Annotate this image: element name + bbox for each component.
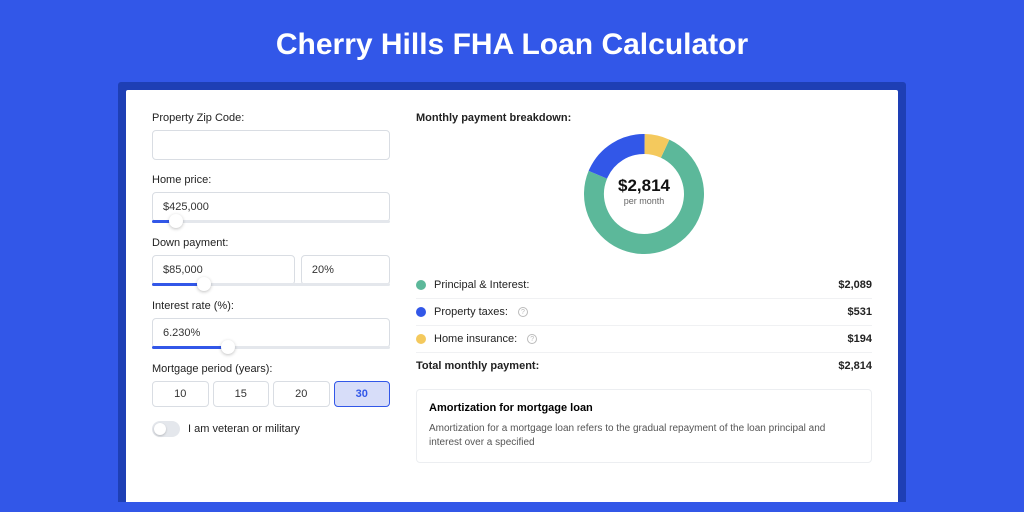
slider-thumb-down-payment[interactable]	[197, 277, 211, 291]
field-interest: Interest rate (%):	[152, 300, 390, 349]
legend-value-ins: $194	[848, 333, 872, 345]
field-veteran: I am veteran or military	[152, 421, 390, 437]
label-home-price: Home price:	[152, 174, 390, 186]
label-zip: Property Zip Code:	[152, 112, 390, 124]
legend-value-tax: $531	[848, 306, 872, 318]
legend: Principal & Interest: $2,089 Property taxe…	[416, 272, 872, 352]
field-down-payment: Down payment:	[152, 237, 390, 286]
donut-chart: $2,814 per month	[416, 134, 872, 254]
legend-dot-pi	[416, 280, 426, 290]
slider-thumb-home-price[interactable]	[169, 214, 183, 228]
field-period: Mortgage period (years): 10152030	[152, 363, 390, 407]
label-period: Mortgage period (years):	[152, 363, 390, 375]
slider-thumb-interest[interactable]	[221, 340, 235, 354]
period-options: 10152030	[152, 381, 390, 407]
label-down-payment: Down payment:	[152, 237, 390, 249]
period-option-30[interactable]: 30	[334, 381, 391, 407]
legend-row-tax: Property taxes:? $531	[416, 298, 872, 325]
legend-value-pi: $2,089	[838, 279, 872, 291]
label-interest: Interest rate (%):	[152, 300, 390, 312]
donut-sub: per month	[609, 196, 679, 206]
field-zip: Property Zip Code:	[152, 112, 390, 160]
period-option-10[interactable]: 10	[152, 381, 209, 407]
period-option-20[interactable]: 20	[273, 381, 330, 407]
slider-down-payment[interactable]	[152, 283, 390, 286]
calculator-frame: Property Zip Code: Home price: Down paym…	[118, 82, 906, 502]
field-home-price: Home price:	[152, 174, 390, 223]
input-interest[interactable]	[152, 318, 390, 348]
donut-amount: $2,814	[609, 176, 679, 196]
breakdown-title: Monthly payment breakdown:	[416, 112, 872, 124]
toggle-veteran[interactable]	[152, 421, 180, 437]
legend-label-pi: Principal & Interest:	[434, 279, 529, 291]
legend-label-tax: Property taxes:	[434, 306, 508, 318]
amortization-box: Amortization for mortgage loan Amortizat…	[416, 389, 872, 463]
inputs-column: Property Zip Code: Home price: Down paym…	[152, 112, 390, 502]
input-zip[interactable]	[152, 130, 390, 160]
donut-svg: $2,814 per month	[584, 134, 704, 254]
legend-total-label: Total monthly payment:	[416, 360, 539, 372]
amortization-text: Amortization for a mortgage loan refers …	[429, 422, 859, 450]
page-title: Cherry Hills FHA Loan Calculator	[0, 0, 1024, 82]
period-option-15[interactable]: 15	[213, 381, 270, 407]
legend-row-ins: Home insurance:? $194	[416, 325, 872, 352]
legend-row-pi: Principal & Interest: $2,089	[416, 272, 872, 298]
info-icon-tax[interactable]: ?	[518, 307, 528, 317]
legend-dot-ins	[416, 334, 426, 344]
input-home-price[interactable]	[152, 192, 390, 222]
legend-total: Total monthly payment: $2,814	[416, 352, 872, 379]
input-down-payment-percent[interactable]	[301, 255, 390, 285]
legend-label-ins: Home insurance:	[434, 333, 517, 345]
label-veteran: I am veteran or military	[188, 423, 300, 435]
amortization-title: Amortization for mortgage loan	[429, 402, 859, 414]
slider-interest[interactable]	[152, 346, 390, 349]
input-down-payment-amount[interactable]	[152, 255, 295, 285]
legend-total-value: $2,814	[838, 360, 872, 372]
info-icon-ins[interactable]: ?	[527, 334, 537, 344]
breakdown-column: Monthly payment breakdown: $2,814 per mo…	[416, 112, 872, 502]
slider-home-price[interactable]	[152, 220, 390, 223]
calculator-panel: Property Zip Code: Home price: Down paym…	[126, 90, 898, 502]
legend-dot-tax	[416, 307, 426, 317]
